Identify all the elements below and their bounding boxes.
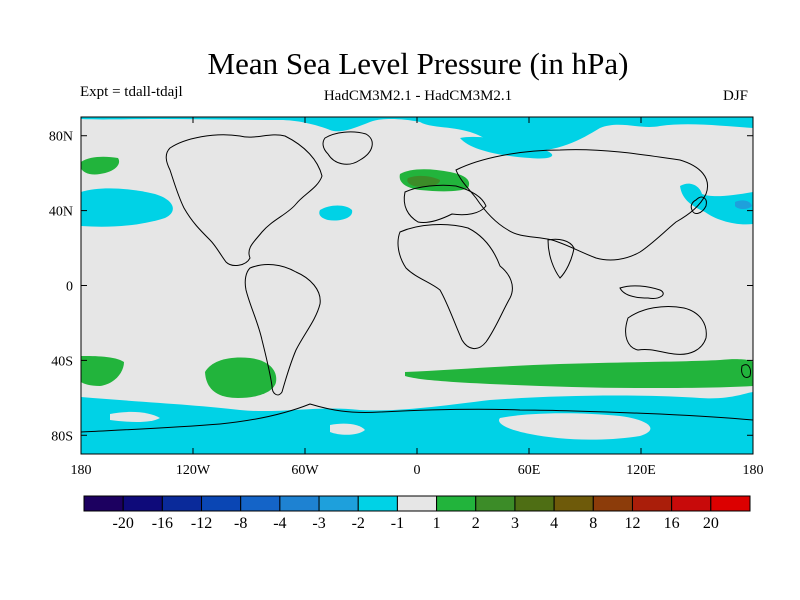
india-coastline [547, 238, 575, 279]
season-label: DJF [723, 88, 749, 104]
northeast-asia-negative [460, 136, 553, 159]
colorbar-level-label: -20 [113, 515, 134, 532]
y-tick-label: 0 [66, 280, 73, 295]
x-tick-label: 120E [626, 463, 656, 478]
antarctica-coastline [81, 403, 753, 433]
colorbar-swatch [631, 495, 673, 512]
colorbar-level-label: 4 [550, 515, 558, 532]
colorbar-swatch [396, 495, 438, 512]
colorbar-swatch [83, 495, 124, 512]
colorbar-level-label: 16 [664, 515, 680, 532]
new-zealand-coastline [741, 364, 751, 379]
colorbar-level-label: -12 [191, 515, 212, 532]
colorbar-swatch [710, 495, 751, 512]
southwest-pacific-positive [81, 356, 124, 386]
colorbar-level-label: 2 [472, 515, 480, 532]
colorbar-swatch [436, 495, 477, 512]
colorbar-swatch [279, 495, 320, 512]
antarctic-gray-patch-2 [330, 423, 365, 435]
scandinavia-positive-core [407, 175, 440, 187]
colorbar-swatch [592, 495, 633, 512]
colorbar-swatch [553, 495, 594, 512]
y-tick-label: 80S [51, 429, 73, 444]
colorbar-level-label: 20 [703, 515, 719, 532]
x-tick-label: 180 [743, 463, 764, 478]
figure-title: Mean Sea Level Pressure (in hPa) [207, 46, 629, 81]
colorbar-swatch [201, 495, 242, 512]
north-pacific-negative-1 [81, 188, 173, 227]
indonesia-coastline [619, 285, 664, 299]
colorbar-level-label: -1 [391, 515, 404, 532]
japan-coastline [690, 196, 707, 214]
arctic-negative-band [81, 117, 753, 152]
colorbar-swatch [475, 495, 516, 512]
south-america-coastline [244, 264, 321, 396]
west-pacific-negative-1 [680, 183, 753, 225]
x-tick-label: 180 [71, 463, 92, 478]
north-atlantic-negative-1 [319, 205, 353, 221]
colorbar-swatch [240, 495, 281, 512]
south-pacific-positive [205, 357, 277, 398]
colorbar-level-label: 1 [433, 515, 441, 532]
colorbar: -20 -16 -12 -8 -4 -3 -2 -1 1 2 3 4 8 12 16 20 [83, 495, 751, 532]
coastlines [81, 131, 753, 433]
x-tick-label: 60W [291, 463, 319, 478]
europe-coastline [403, 184, 487, 223]
colorbar-swatch [514, 495, 555, 512]
africa-coastline [397, 224, 513, 349]
map-contours [81, 117, 753, 454]
colorbar-swatch [122, 495, 163, 512]
x-tick-label: 60E [518, 463, 541, 478]
experiment-label: Expt = tdall-tdajl [80, 84, 183, 100]
colorbar-level-label: -4 [273, 515, 286, 532]
colorbar-swatch [318, 495, 359, 512]
y-tick-label: 40S [51, 354, 73, 369]
y-tick-label: 80N [49, 130, 73, 145]
colorbar-level-label: -16 [152, 515, 173, 532]
alaska-positive [81, 156, 120, 175]
colorbar-level-label: -2 [352, 515, 365, 532]
colorbar-level-label: -3 [312, 515, 325, 532]
australia-coastline [625, 305, 707, 355]
x-tick-label: 0 [414, 463, 421, 478]
x-axis: 180 120W 60W 0 60E 120E 180 [71, 117, 764, 478]
antarctic-gray-patch-3 [110, 411, 160, 422]
y-tick-label: 40N [49, 205, 73, 220]
y-axis: 80N 40N 0 40S 80S [49, 130, 753, 444]
colorbar-swatch [357, 495, 398, 512]
colorbar-swatch [161, 495, 203, 512]
colorbar-level-label: -8 [234, 515, 247, 532]
model-label: HadCM3M2.1 - HadCM3M2.1 [323, 88, 513, 104]
antarctic-gray-patch-1 [499, 413, 651, 440]
asia-coastline [455, 149, 708, 261]
colorbar-level-label: 8 [589, 515, 597, 532]
north-america-coastline [165, 134, 323, 266]
x-tick-label: 120W [176, 463, 211, 478]
south-indian-positive-band [405, 359, 753, 388]
colorbar-swatch [671, 495, 712, 512]
greenland-coastline [322, 131, 373, 165]
colorbar-level-label: 12 [624, 515, 640, 532]
colorbar-level-label: 3 [511, 515, 519, 532]
west-pacific-negative-core [735, 200, 752, 209]
